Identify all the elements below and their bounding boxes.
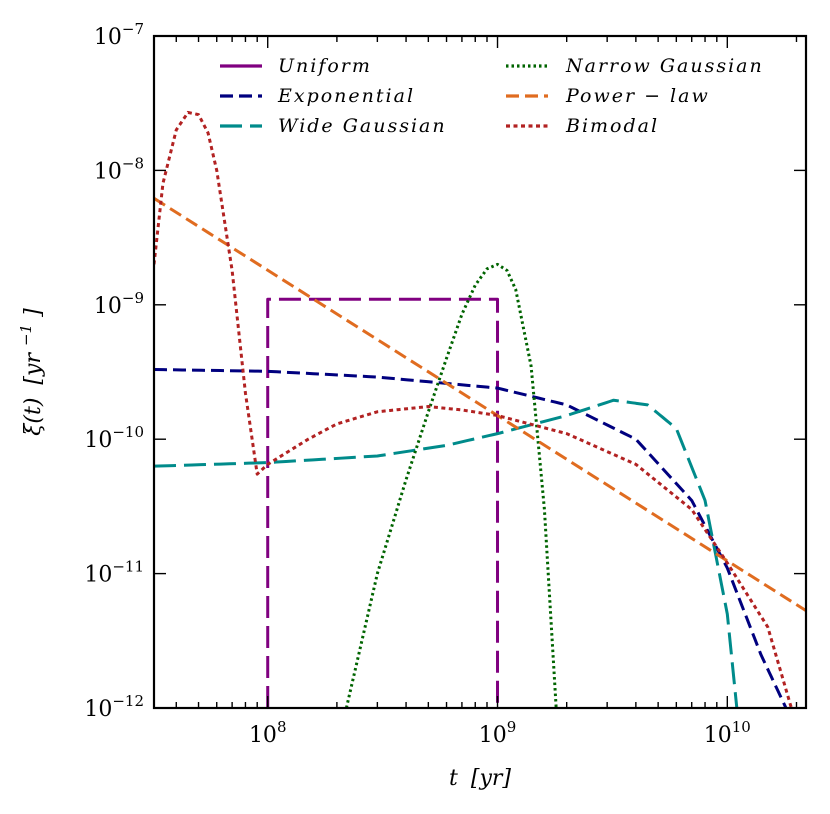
y-tick-label-base: 10 [84, 428, 112, 453]
legend: Uniform Exponential Wide Gaussian Narrow… [220, 55, 764, 137]
x-tick-label: 108 [249, 718, 287, 748]
series-line-bimodal [154, 110, 793, 708]
y-tick-label-base: 10 [84, 697, 112, 722]
series-line-power-law [154, 197, 806, 612]
y-tick-label: 10−12 [84, 692, 144, 722]
x-axis-title-main: t [449, 766, 458, 791]
y-tick-label-exp: −11 [112, 558, 144, 576]
legend-label-narrow-gaussian: Narrow Gaussian [565, 55, 764, 77]
legend-label-uniform: Uniform [278, 55, 372, 77]
y-tick-label-exp: −9 [122, 289, 144, 307]
y-axis-title-unit-exp: −1 [17, 324, 35, 346]
y-tick-label-exp: −7 [122, 20, 144, 38]
legend-entry-narrow-gaussian: Narrow Gaussian [506, 55, 764, 77]
svg-text:ξ(t) [yr −1: ξ(t) [yr −1 ] [12, 308, 46, 436]
legend-label-wide-gaussian: Wide Gaussian [278, 115, 447, 137]
series-layer [154, 110, 806, 708]
legend-entry-power-law: Power − law [506, 85, 710, 107]
y-tick-label: 10−9 [94, 289, 144, 319]
y-axis-title-unit-open: [yr [21, 352, 46, 385]
y-tick-label-exp: −10 [112, 423, 144, 441]
legend-entry-exponential: Exponential [220, 85, 415, 107]
x-tick-label-exp: 9 [507, 718, 517, 736]
y-tick-label: 10−10 [84, 423, 144, 453]
legend-label-power-law: Power − law [565, 85, 710, 107]
y-tick-label: 10−7 [94, 20, 144, 50]
series-line-wide-gaussian [154, 398, 739, 708]
y-tick-label-exp: −12 [112, 692, 144, 710]
legend-entry-wide-gaussian: Wide Gaussian [220, 115, 447, 137]
y-tick-label: 10−8 [94, 154, 144, 184]
y-tick-label-base: 10 [94, 159, 122, 184]
x-tick-label-exp: 8 [277, 718, 287, 736]
legend-entry-bimodal: Bimodal [506, 115, 659, 137]
x-tick-label-base: 10 [249, 723, 277, 748]
y-axis-title-unit-close: ] [21, 308, 46, 318]
y-tick-label-base: 10 [84, 563, 112, 588]
x-tick-label-base: 10 [704, 723, 732, 748]
legend-label-bimodal: Bimodal [565, 115, 659, 137]
x-tick-label: 1010 [704, 718, 751, 748]
y-axis-title: ξ(t) [yr −1 ] [12, 308, 46, 436]
x-tick-label-base: 10 [479, 723, 507, 748]
y-tick-label-base: 10 [94, 25, 122, 50]
y-tick-label-exp: −8 [122, 154, 144, 172]
x-axis-title-unit: [yr] [471, 766, 512, 791]
x-tick-label-exp: 10 [732, 718, 751, 736]
y-tick-label: 10−11 [84, 558, 144, 588]
svg-text:t [yr]: t [yr] [449, 766, 511, 791]
legend-label-exponential: Exponential [277, 85, 415, 107]
plot-frame [152, 34, 808, 710]
x-tick-label: 109 [479, 718, 517, 748]
legend-entry-uniform: Uniform [220, 55, 372, 77]
series-line-narrow-gaussian [344, 262, 558, 708]
plot-area [154, 36, 806, 708]
y-tick-label-base: 10 [94, 294, 122, 319]
x-axis-title: t [yr] [449, 766, 511, 791]
y-axis-title-main: ξ(t) [21, 398, 46, 436]
series-line-uniform [266, 297, 500, 708]
